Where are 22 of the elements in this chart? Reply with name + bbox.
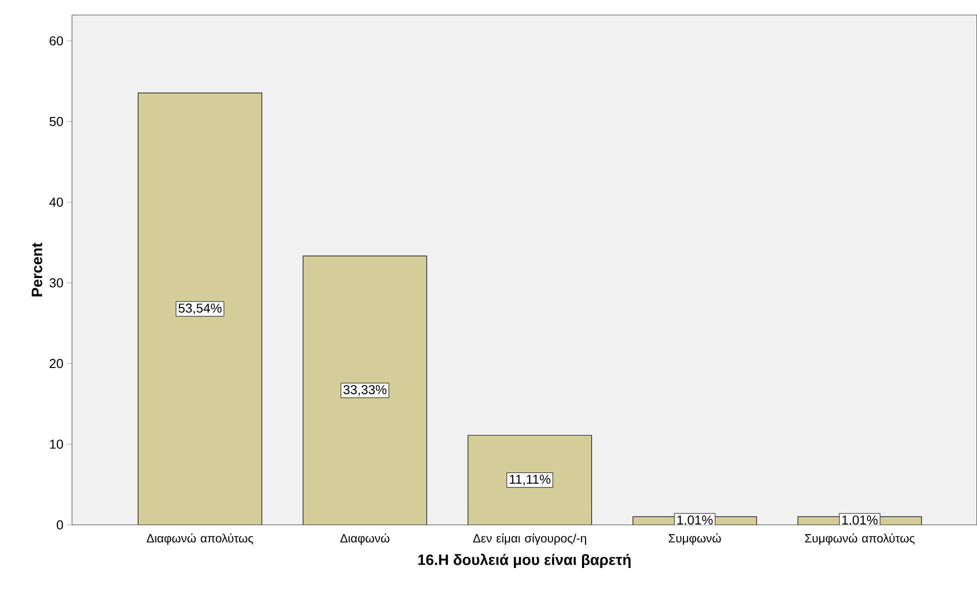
bar <box>302 256 428 525</box>
y-axis-title: Percent <box>32 242 42 296</box>
x-tick-label: Διαφωνώ απολύτως <box>146 533 254 545</box>
data-label: 11,11% <box>510 474 550 486</box>
x-axis-title: 16.Η δουλειά μου είναι βαρετή <box>418 554 631 568</box>
data-label: 1,01% <box>842 516 878 526</box>
data-label: 53,54% <box>178 304 222 314</box>
y-tick-label: 60 <box>50 36 63 46</box>
y-tick-label: 10 <box>50 440 63 449</box>
data-label: 1,01% <box>677 516 713 526</box>
data-label: 33,33% <box>343 385 386 396</box>
x-tick-label: Συμφωνώ απολύτως <box>805 533 915 545</box>
x-tick-label: Δεν είμαι σίγουρος/-η <box>473 533 586 545</box>
bar <box>468 435 592 525</box>
x-tick-label: Συμφωνώ <box>668 533 721 545</box>
bar <box>138 92 262 525</box>
y-tick-label: 30 <box>50 278 63 288</box>
y-tick-label: 40 <box>49 198 63 207</box>
y-tick-label: 50 <box>50 116 63 126</box>
y-tick-label: 20 <box>50 359 63 368</box>
x-tick-label: Διαφωνώ <box>340 533 390 545</box>
y-tick-label: 0 <box>56 520 63 530</box>
